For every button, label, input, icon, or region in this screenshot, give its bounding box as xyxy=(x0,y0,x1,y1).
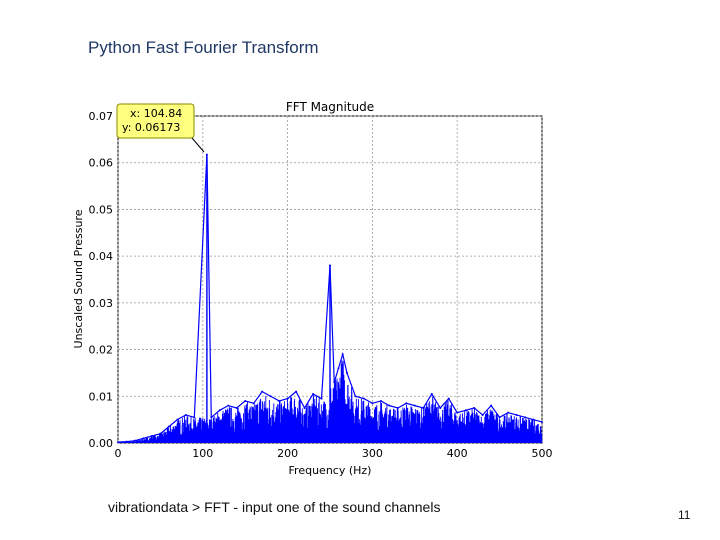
data-point xyxy=(312,392,315,395)
data-point xyxy=(341,353,344,356)
datatip-box xyxy=(116,103,195,139)
data-point xyxy=(354,395,357,398)
data-point xyxy=(184,413,187,416)
y-tick-labels: 0.00 0.01 0.02 0.03 0.04 0.05 0.06 0.07 xyxy=(89,110,114,450)
data-point xyxy=(481,413,484,416)
data-point xyxy=(396,406,399,409)
data-point xyxy=(159,432,162,435)
x-tick-label: 100 xyxy=(192,447,213,460)
data-point xyxy=(303,406,306,409)
data-point xyxy=(405,402,408,405)
chart-title: FFT Magnitude xyxy=(286,100,374,114)
y-tick-label: 0.04 xyxy=(89,250,114,263)
x-axis-label: Frequency (Hz) xyxy=(289,464,372,477)
data-point xyxy=(422,406,425,409)
x-tick-label: 0 xyxy=(115,447,122,460)
data-point xyxy=(473,406,476,409)
slide-title: Python Fast Fourier Transform xyxy=(88,38,319,57)
y-tick-label: 0.01 xyxy=(89,390,114,403)
y-tick-label: 0.03 xyxy=(89,297,114,310)
data-point xyxy=(269,395,272,398)
data-point xyxy=(193,416,196,419)
x-tick-label: 400 xyxy=(447,447,468,460)
datatip-annotation[interactable]: x: 104.84 y: 0.06173 xyxy=(116,103,205,153)
y-tick-label: 0.07 xyxy=(89,110,114,123)
data-point xyxy=(235,406,238,409)
x-tick-label: 200 xyxy=(277,447,298,460)
data-point xyxy=(515,413,518,416)
data-point xyxy=(252,402,255,405)
data-point xyxy=(439,406,442,409)
y-axis-label: Unscaled Sound Pressure xyxy=(72,209,85,348)
data-point xyxy=(371,402,374,405)
data-point xyxy=(498,416,501,419)
x-tick-labels: 0 100 200 300 400 500 xyxy=(115,447,553,460)
data-point xyxy=(430,392,433,395)
y-tick-label: 0.06 xyxy=(89,157,114,170)
x-tick-label: 300 xyxy=(362,447,383,460)
data-point xyxy=(218,409,221,412)
data-point xyxy=(337,367,340,370)
data-point xyxy=(244,399,247,402)
data-point xyxy=(447,397,450,400)
x-tick-label: 500 xyxy=(532,447,553,460)
data-point xyxy=(176,418,179,421)
data-point xyxy=(261,390,264,393)
data-point xyxy=(388,404,391,407)
data-point xyxy=(142,437,145,440)
y-tick-label: 0.00 xyxy=(89,437,114,450)
data-point xyxy=(464,409,467,412)
datatip-y: y: 0.06173 xyxy=(122,121,180,134)
data-point xyxy=(532,418,535,421)
data-point xyxy=(524,416,527,419)
data-point xyxy=(456,411,459,414)
data-point xyxy=(362,397,365,400)
slide-caption: vibrationdata > FFT - input one of the s… xyxy=(108,499,441,515)
data-point xyxy=(413,404,416,407)
data-point xyxy=(320,397,323,400)
data-point xyxy=(507,411,510,414)
y-tick-label: 0.05 xyxy=(89,203,114,216)
data-point xyxy=(333,381,336,384)
data-point xyxy=(133,439,136,442)
data-point xyxy=(125,440,128,443)
data-point xyxy=(150,434,153,437)
data-point xyxy=(210,416,213,419)
data-point xyxy=(379,399,382,402)
page-number: 11 xyxy=(678,508,691,522)
data-points xyxy=(117,153,543,444)
datatip-x: x: 104.84 xyxy=(130,107,182,120)
y-tick-label: 0.02 xyxy=(89,344,114,357)
data-point xyxy=(278,399,281,402)
datatip-arrow xyxy=(191,137,205,153)
data-point xyxy=(167,425,170,428)
data-point xyxy=(295,390,298,393)
data-point xyxy=(286,397,289,400)
data-point xyxy=(227,404,230,407)
data-point xyxy=(541,420,543,423)
data-point xyxy=(345,371,348,374)
data-point xyxy=(490,404,493,407)
data-point xyxy=(117,441,119,444)
